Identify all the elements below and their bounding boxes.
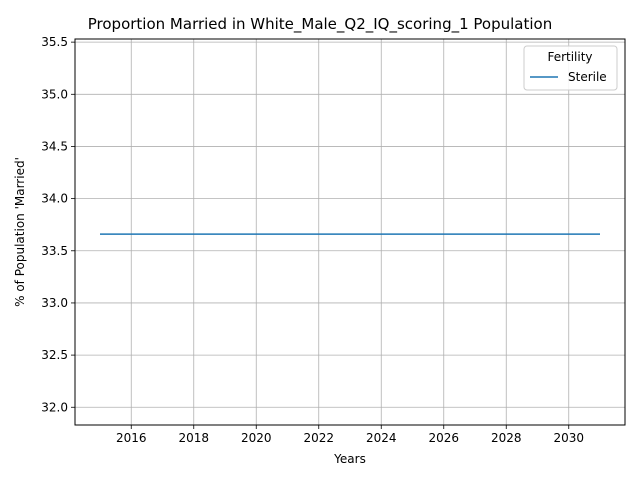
x-axis-ticks: 2016 2018 2020 2022 2024 2026 2028 2030	[116, 425, 584, 445]
y-tick-label: 32.0	[41, 400, 68, 414]
x-axis-label: Years	[333, 452, 366, 466]
y-tick-label: 33.5	[41, 244, 68, 258]
x-tick-label: 2016	[116, 431, 147, 445]
grid	[75, 39, 625, 425]
legend-box	[523, 45, 618, 91]
legend-title: Fertility	[547, 50, 592, 64]
x-tick-label: 2026	[428, 431, 459, 445]
legend-label-sterile: Sterile	[568, 70, 607, 84]
y-tick-label: 34.5	[41, 139, 68, 153]
x-tick-label: 2030	[553, 431, 584, 445]
y-tick-label: 32.5	[41, 348, 68, 362]
legend: Fertility Sterile	[523, 45, 618, 91]
plot-frame	[74, 38, 626, 426]
x-tick-label: 2024	[366, 431, 397, 445]
y-tick-label: 35.0	[41, 87, 68, 101]
x-tick-label: 2020	[241, 431, 272, 445]
y-tick-label: 34.0	[41, 192, 68, 206]
chart-title: Proportion Married in White_Male_Q2_IQ_s…	[88, 15, 552, 34]
y-axis-label: % of Population 'Married'	[13, 157, 27, 307]
y-tick-label: 33.0	[41, 296, 68, 310]
x-tick-label: 2028	[491, 431, 522, 445]
y-tick-label: 35.5	[41, 35, 68, 49]
x-tick-label: 2018	[178, 431, 209, 445]
y-axis-ticks: 32.0 32.5 33.0 33.5 34.0 34.5 35.0 35.5	[41, 35, 75, 414]
x-tick-label: 2022	[303, 431, 334, 445]
